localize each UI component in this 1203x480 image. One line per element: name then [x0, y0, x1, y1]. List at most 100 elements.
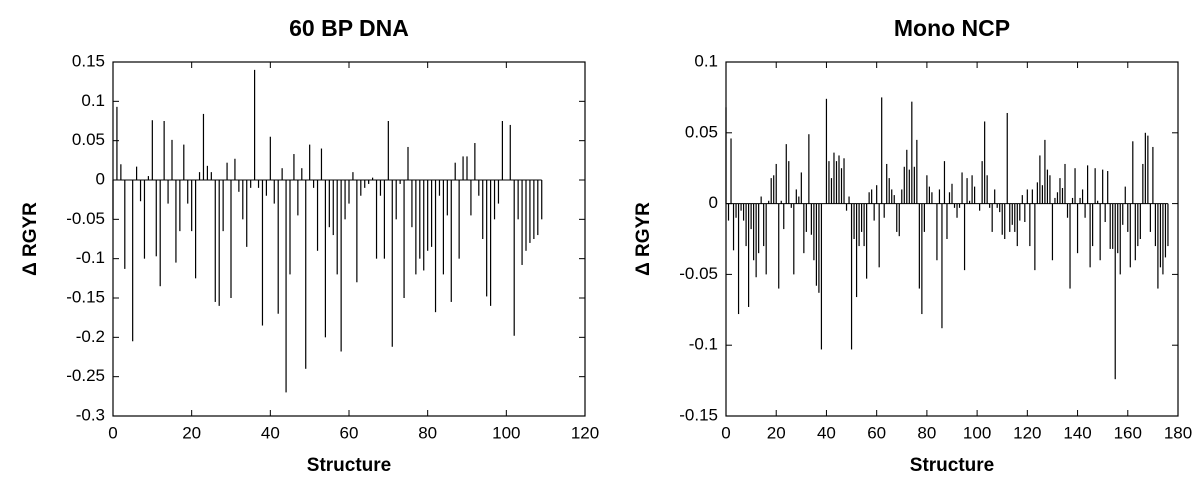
bar: [368, 180, 370, 184]
bar: [242, 180, 244, 220]
bar: [999, 203, 1001, 213]
bar: [147, 176, 149, 180]
bar: [136, 166, 138, 180]
bar: [238, 180, 240, 192]
chart-title: 60 BP DNA: [289, 15, 409, 41]
bar: [876, 185, 878, 204]
bar: [748, 203, 750, 307]
x-axis-label: Structure: [307, 455, 391, 476]
bar: [768, 200, 770, 204]
bar: [1092, 203, 1094, 247]
bar: [745, 203, 747, 247]
bar: [1144, 132, 1146, 204]
bar: [868, 192, 870, 204]
bar: [517, 180, 519, 220]
bar: [470, 180, 472, 216]
x-tick-label: 60: [340, 423, 359, 442]
bar: [953, 203, 956, 208]
bar: [273, 180, 275, 204]
bar: [850, 203, 853, 350]
bar: [1079, 197, 1081, 204]
bar: [218, 180, 220, 306]
bar: [195, 180, 197, 279]
bar: [1124, 186, 1126, 204]
bar: [344, 180, 346, 220]
bar: [871, 189, 873, 204]
bar: [139, 180, 142, 202]
y-tick-label: -0.1: [689, 335, 718, 354]
bar: [966, 178, 968, 204]
bar: [863, 203, 865, 247]
bar: [1049, 175, 1051, 204]
bar: [1004, 203, 1006, 239]
bar: [497, 180, 500, 204]
x-tick-label: 120: [1013, 423, 1041, 442]
bar: [336, 180, 338, 275]
bar: [285, 180, 287, 393]
bar: [996, 203, 998, 208]
bar: [222, 180, 224, 232]
y-tick-label: -0.15: [679, 405, 718, 424]
bar: [1074, 168, 1076, 204]
x-tick-label: 20: [182, 423, 201, 442]
bar: [815, 203, 817, 286]
bar: [1069, 203, 1071, 289]
x-tick-label: 20: [767, 423, 786, 442]
bar: [758, 203, 760, 254]
bar: [411, 180, 413, 228]
bar: [1102, 169, 1104, 204]
bar: [800, 172, 802, 204]
bar: [881, 97, 883, 204]
bar: [198, 172, 201, 180]
y-tick-label: 0.05: [72, 130, 105, 149]
bar: [732, 203, 735, 251]
y-tick-label: 0: [96, 169, 105, 188]
y-tick-label: -0.05: [679, 264, 718, 283]
bar: [805, 203, 807, 232]
bar: [387, 121, 389, 180]
bar: [994, 189, 996, 204]
bar: [254, 69, 256, 180]
bar: [332, 180, 334, 236]
bar: [431, 180, 433, 247]
bar: [961, 172, 963, 204]
bar: [906, 149, 908, 204]
y-tick-label: 0.15: [72, 51, 105, 70]
bar: [838, 155, 840, 204]
bar: [1016, 203, 1018, 247]
bar: [309, 144, 311, 180]
bar: [866, 203, 868, 279]
bar: [324, 180, 326, 338]
bar: [971, 175, 973, 204]
bar: [1041, 185, 1043, 204]
bar: [853, 203, 855, 239]
bar: [753, 203, 755, 261]
bar: [155, 180, 157, 257]
bar: [730, 138, 732, 204]
bar: [210, 172, 212, 180]
bar: [525, 180, 527, 251]
bar: [352, 172, 354, 180]
bar: [968, 200, 971, 204]
bar: [896, 203, 898, 232]
x-tick-label: 40: [261, 423, 280, 442]
bar: [277, 180, 279, 314]
bar: [1109, 203, 1111, 249]
bar: [820, 203, 823, 350]
bar: [913, 166, 915, 204]
bar: [293, 154, 295, 180]
bar: [938, 189, 941, 204]
x-tick-label: 180: [1164, 423, 1192, 442]
bar: [861, 203, 863, 232]
y-axis-label: Δ RGYR: [633, 202, 654, 276]
bar: [301, 168, 303, 180]
bar: [1026, 189, 1028, 204]
bar: [395, 180, 397, 220]
bar: [765, 203, 767, 275]
bar: [116, 106, 118, 180]
bar: [214, 180, 216, 302]
bar: [1142, 163, 1144, 204]
bar: [803, 203, 805, 254]
bar: [1127, 203, 1129, 232]
